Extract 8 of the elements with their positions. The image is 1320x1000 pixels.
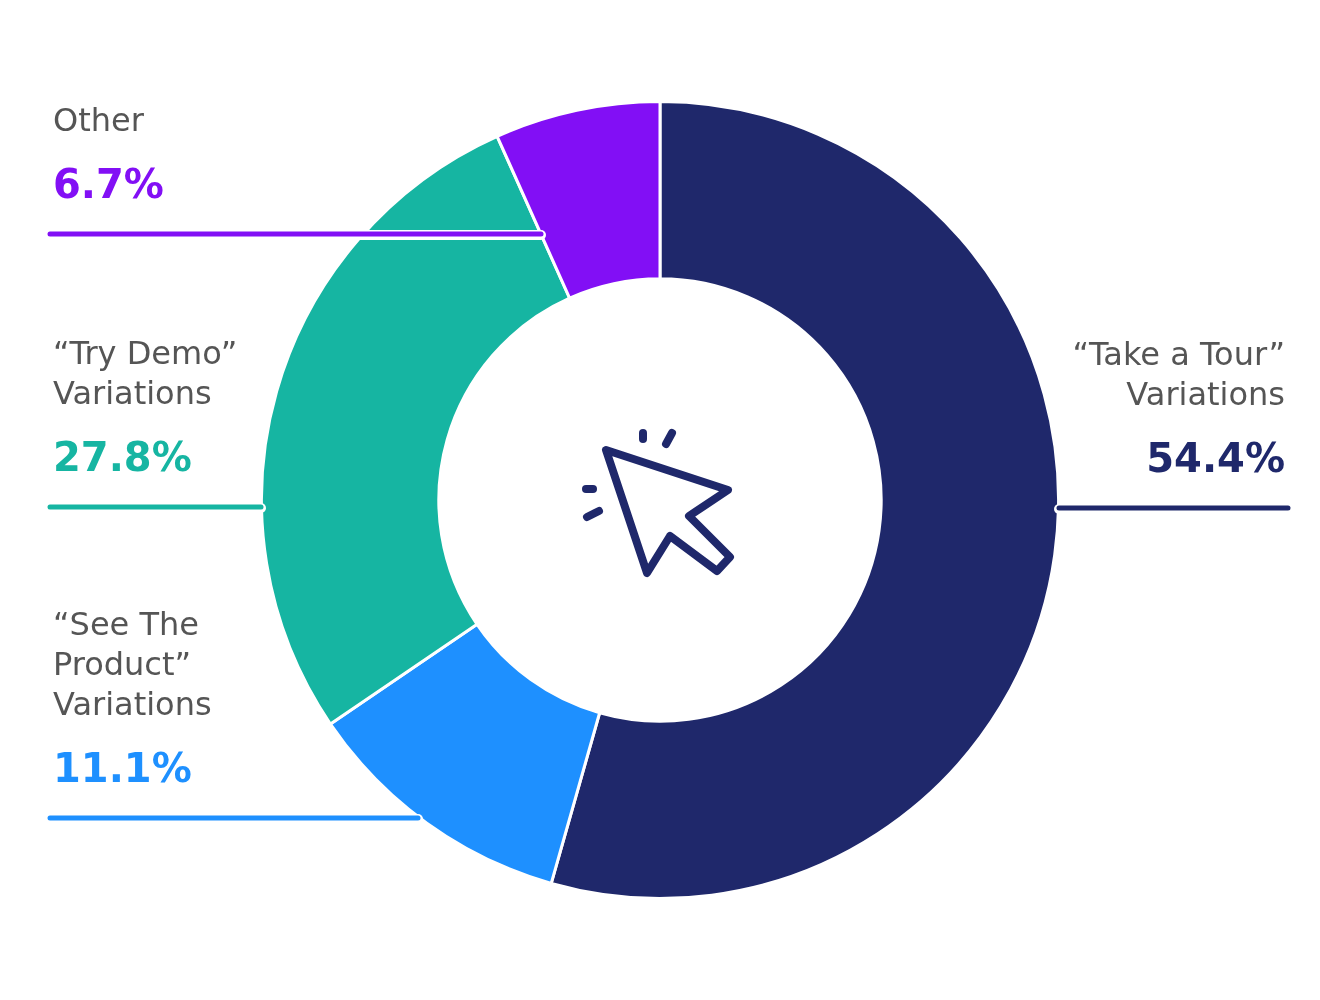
slice-label: “Try Demo” Variations xyxy=(53,334,238,412)
data-label: 6.7% xyxy=(53,161,164,207)
slice-label: “See The Product” Variations xyxy=(53,605,212,723)
slice-label: Other xyxy=(53,101,145,139)
data-label: 11.1% xyxy=(53,745,192,791)
data-label: 27.8% xyxy=(53,434,192,480)
data-label: 54.4% xyxy=(1146,435,1285,481)
slice-label: “Take a Tour” Variations xyxy=(1072,335,1285,413)
